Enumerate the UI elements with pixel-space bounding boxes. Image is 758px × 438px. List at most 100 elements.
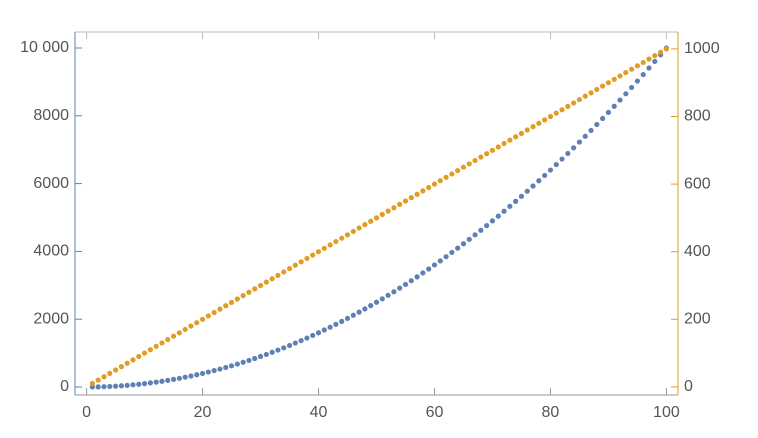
point [147,347,153,353]
x-tick-label: 80 [542,404,560,421]
point [194,372,200,378]
point [95,384,101,390]
point [495,144,501,150]
point [553,110,559,116]
y-tick-label: 8000 [33,107,69,124]
point [101,374,107,380]
point [356,309,362,315]
point [402,198,409,204]
point [518,193,525,199]
y2-tick-label: 1000 [684,40,720,57]
point [565,103,571,109]
point [321,245,327,251]
point [136,381,142,387]
point [646,65,652,71]
point [107,370,113,376]
point [136,353,142,360]
point [431,262,438,268]
point [373,215,380,221]
y2-tick-label: 200 [684,311,711,328]
point [199,316,206,322]
point [547,113,554,120]
point [530,124,536,130]
point [379,211,385,218]
point [513,198,519,204]
point [176,375,182,381]
point [350,228,356,235]
point [449,171,455,177]
point [455,245,461,251]
point [559,107,565,113]
point [350,312,356,318]
point [443,254,449,260]
point [513,134,519,140]
point [553,161,559,168]
point [437,178,443,184]
point [414,274,420,280]
point [339,318,345,324]
point [588,127,594,134]
y2-tick-label: 800 [684,108,711,125]
point [304,255,310,262]
point [588,90,594,96]
point [159,340,165,346]
point [269,276,275,282]
point [269,349,275,355]
point [304,335,310,341]
point [611,76,617,82]
point [141,381,148,387]
point [327,242,333,248]
point [640,71,646,78]
point [437,258,443,264]
point [478,227,484,233]
point [634,78,641,84]
point [484,151,490,157]
point [344,232,351,238]
point [623,69,629,76]
point [130,357,136,363]
point [107,383,113,390]
point [124,360,130,366]
point [466,161,472,167]
point [472,232,478,238]
point [652,58,658,65]
point [582,133,588,139]
point [640,59,646,66]
point [165,377,171,383]
point [611,103,617,109]
point [652,53,658,59]
point [623,91,629,97]
point [547,167,554,173]
point [234,296,240,302]
point [426,266,432,272]
point [118,383,124,389]
point [629,66,635,72]
point [246,357,252,364]
point [112,367,119,373]
x-tick-label: 100 [653,404,680,421]
point [605,80,612,86]
point [368,303,374,309]
point [385,208,391,214]
point [257,353,264,360]
point [420,270,426,276]
point [234,361,240,367]
point [571,145,577,151]
point [188,373,194,379]
point [414,191,420,197]
point [315,330,322,336]
point [663,46,670,52]
point [420,188,426,194]
point [176,330,182,336]
point [298,259,304,265]
y-tick-label: 10 000 [20,39,69,56]
point [489,147,496,153]
point [426,184,432,191]
point [170,333,177,339]
point [391,289,397,295]
point [368,218,374,224]
point [518,130,525,136]
point [281,345,287,351]
point [333,238,339,245]
point [594,121,600,128]
